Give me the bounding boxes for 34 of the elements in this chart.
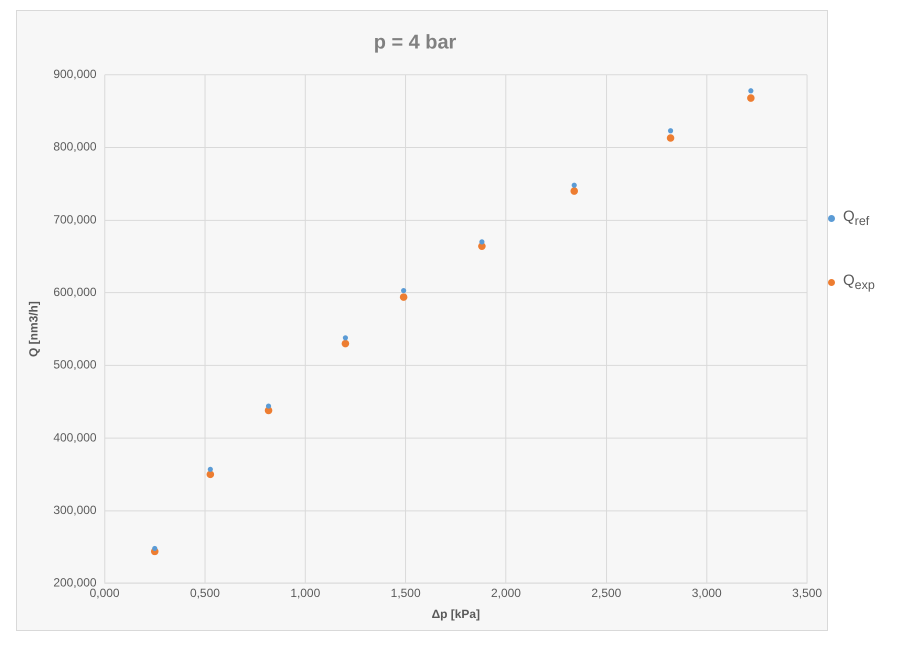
x-tick-label: 3,000 bbox=[692, 586, 722, 600]
x-tick-label: 1,500 bbox=[390, 586, 421, 600]
x-tick-label: 2,500 bbox=[591, 586, 622, 600]
point bbox=[479, 239, 484, 244]
y-tick-label: 500,000 bbox=[53, 358, 97, 372]
point bbox=[666, 134, 674, 142]
y-tick-label: 800,000 bbox=[53, 140, 97, 154]
y-tick-label: 600,000 bbox=[53, 285, 97, 300]
point bbox=[152, 546, 158, 552]
y-tick-label: 900,000 bbox=[53, 67, 97, 82]
point bbox=[572, 182, 577, 188]
y-axis-title: Q [nm3/h] bbox=[26, 301, 40, 357]
point bbox=[747, 94, 755, 102]
point bbox=[342, 335, 348, 340]
x-tick-label: 3,500 bbox=[792, 586, 822, 600]
y-tick-label: 300,000 bbox=[53, 503, 97, 517]
point bbox=[266, 403, 272, 409]
legend-label: Q$_{exp}$ bbox=[843, 272, 875, 292]
x-axis-title: Δp [kPa] bbox=[432, 607, 480, 622]
point bbox=[208, 466, 213, 472]
legend-label: Q$_{ref}$ bbox=[843, 208, 870, 228]
point bbox=[400, 293, 408, 301]
point bbox=[570, 187, 578, 195]
point bbox=[668, 128, 674, 134]
x-tick-label: 1,000 bbox=[290, 586, 321, 600]
point bbox=[206, 470, 214, 478]
chart-title: p = 4 bar bbox=[374, 31, 457, 54]
x-tick-label: 2,000 bbox=[491, 586, 522, 600]
y-tick-label: 400,000 bbox=[53, 430, 97, 444]
y-tick-label: 700,000 bbox=[53, 212, 97, 226]
point bbox=[401, 288, 406, 294]
point bbox=[748, 88, 754, 94]
point bbox=[342, 340, 350, 348]
x-tick-label: 0,500 bbox=[190, 586, 220, 600]
